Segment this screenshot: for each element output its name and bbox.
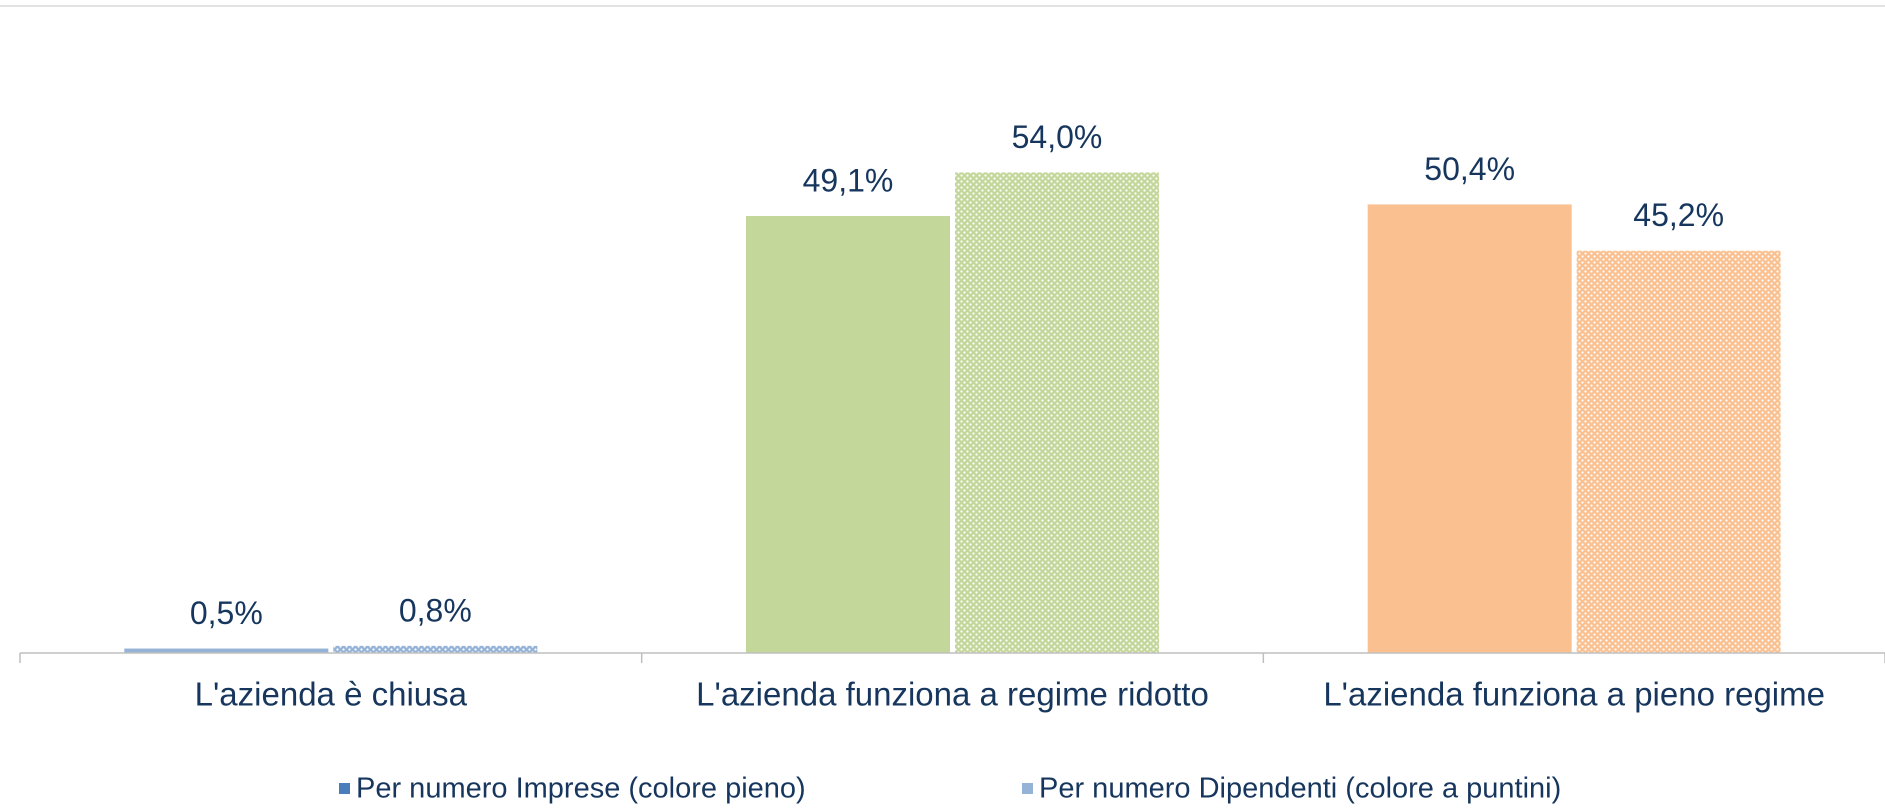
bar [746,216,950,653]
data-label: 0,8% [399,592,472,628]
legend-label: Per numero Imprese (colore pieno) [356,773,806,805]
data-label: 49,1% [803,162,894,198]
data-label: 50,4% [1424,151,1515,187]
legend-marker [339,783,350,794]
legend-label: Per numero Dipendenti (colore a puntini) [1039,773,1561,805]
bar [333,645,538,653]
data-label: 0,5% [190,595,263,631]
data-label: 45,2% [1633,197,1724,233]
x-tick-label: L'azienda funziona a pieno regime [1323,676,1825,713]
bar [1576,250,1781,653]
bar [124,648,329,653]
legend-marker [1022,783,1033,794]
data-label: 54,0% [1012,119,1103,155]
x-tick-label: L'azienda funziona a regime ridotto [696,676,1209,713]
bar [955,172,1159,653]
x-tick-label: L'azienda è chiusa [195,676,468,713]
bar [1367,204,1572,653]
